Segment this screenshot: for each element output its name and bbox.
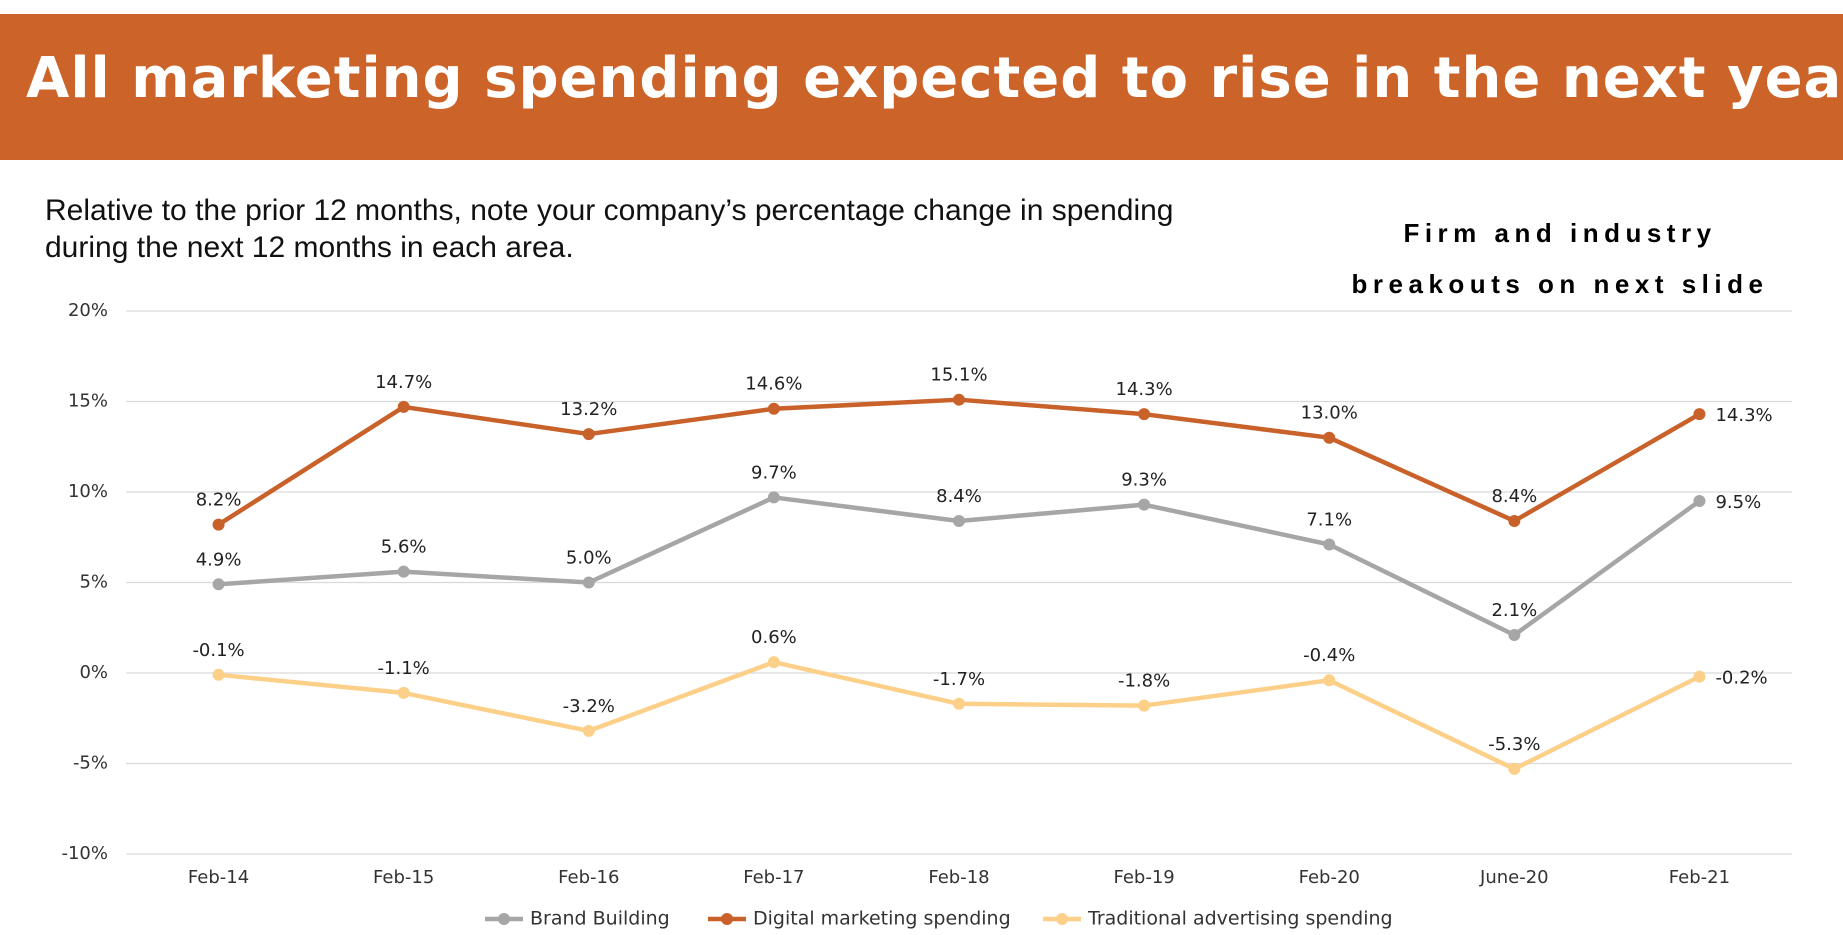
x-tick-label: Feb-15 [373, 867, 434, 888]
y-tick-label: -5% [73, 753, 108, 774]
data-label: 14.7% [375, 372, 432, 393]
data-point [1693, 408, 1706, 421]
data-point [767, 402, 780, 415]
data-label: 4.9% [196, 549, 242, 570]
data-point [953, 514, 965, 527]
data-label: -0.4% [1303, 645, 1355, 666]
data-point [767, 656, 780, 669]
data-point [212, 518, 225, 531]
data-point [953, 393, 965, 406]
data-point [1323, 674, 1336, 687]
data-label: 8.4% [936, 486, 982, 507]
header-banner [0, 14, 1843, 160]
data-point [397, 565, 410, 578]
x-tick-label: Feb-16 [558, 867, 619, 888]
data-point [582, 428, 595, 441]
y-tick-label: -10% [61, 843, 108, 864]
data-label: 9.5% [1715, 492, 1761, 513]
data-point [767, 491, 780, 504]
data-label: -0.1% [192, 640, 244, 661]
legend-marker [1056, 913, 1068, 925]
data-label: 7.1% [1306, 509, 1352, 530]
data-point [397, 400, 410, 413]
data-label: 8.2% [196, 490, 242, 511]
x-tick-label: Feb-19 [1113, 867, 1174, 888]
data-label: 13.2% [560, 399, 617, 420]
x-tick-label: Feb-21 [1669, 867, 1730, 888]
data-point [397, 686, 410, 699]
data-point [1323, 431, 1336, 444]
data-label: 5.0% [566, 548, 612, 569]
data-label: 15.1% [930, 365, 987, 386]
data-point [1693, 495, 1706, 508]
data-label: 8.4% [1491, 486, 1537, 507]
data-point [1508, 762, 1521, 775]
data-point [1138, 408, 1151, 421]
y-tick-label: 5% [79, 572, 108, 593]
legend-marker [498, 913, 510, 925]
data-point [212, 578, 225, 591]
data-label: -1.1% [378, 658, 430, 679]
x-tick-label: Feb-18 [928, 867, 989, 888]
data-label: -1.8% [1118, 671, 1170, 692]
data-point [1508, 628, 1521, 641]
data-point [582, 576, 595, 589]
chart-title: All marketing spending expected to rise … [26, 46, 1843, 111]
x-tick-label: Feb-14 [188, 867, 249, 888]
data-label: 14.3% [1116, 379, 1173, 400]
data-point [1138, 699, 1151, 712]
x-tick-label: Feb-17 [743, 867, 804, 888]
legend-marker [721, 913, 733, 925]
note: Firm and industry breakouts on next slid… [1351, 218, 1769, 299]
data-point [1508, 514, 1521, 527]
data-point [953, 697, 965, 710]
y-tick-label: 10% [68, 481, 108, 502]
data-point [1138, 498, 1151, 511]
data-label: 9.3% [1121, 470, 1167, 491]
data-point [212, 668, 225, 681]
legend-label: Traditional advertising spending [1087, 908, 1393, 930]
data-label: -3.2% [563, 696, 615, 717]
data-label: 9.7% [751, 462, 797, 483]
data-label: 2.1% [1491, 600, 1537, 621]
data-label: 14.6% [745, 374, 802, 395]
legend-label: Digital marketing spending [753, 908, 1011, 930]
data-point [1323, 538, 1336, 551]
data-label: -1.7% [933, 669, 985, 690]
data-label: -0.2% [1715, 668, 1767, 689]
data-label: 5.6% [381, 537, 427, 558]
subtitle: Relative to the prior 12 months, note yo… [45, 194, 1174, 264]
x-tick-label: June-20 [1479, 867, 1549, 888]
data-label: 13.0% [1301, 403, 1358, 424]
legend-label: Brand Building [530, 908, 670, 930]
y-tick-label: 0% [79, 662, 108, 683]
data-label: 0.6% [751, 627, 797, 648]
data-point [582, 724, 595, 737]
y-tick-label: 15% [68, 391, 108, 412]
data-label: -5.3% [1488, 734, 1540, 755]
data-label: 14.3% [1715, 405, 1772, 426]
data-point [1693, 670, 1706, 683]
y-tick-label: 20% [68, 300, 108, 321]
x-tick-label: Feb-20 [1299, 867, 1360, 888]
